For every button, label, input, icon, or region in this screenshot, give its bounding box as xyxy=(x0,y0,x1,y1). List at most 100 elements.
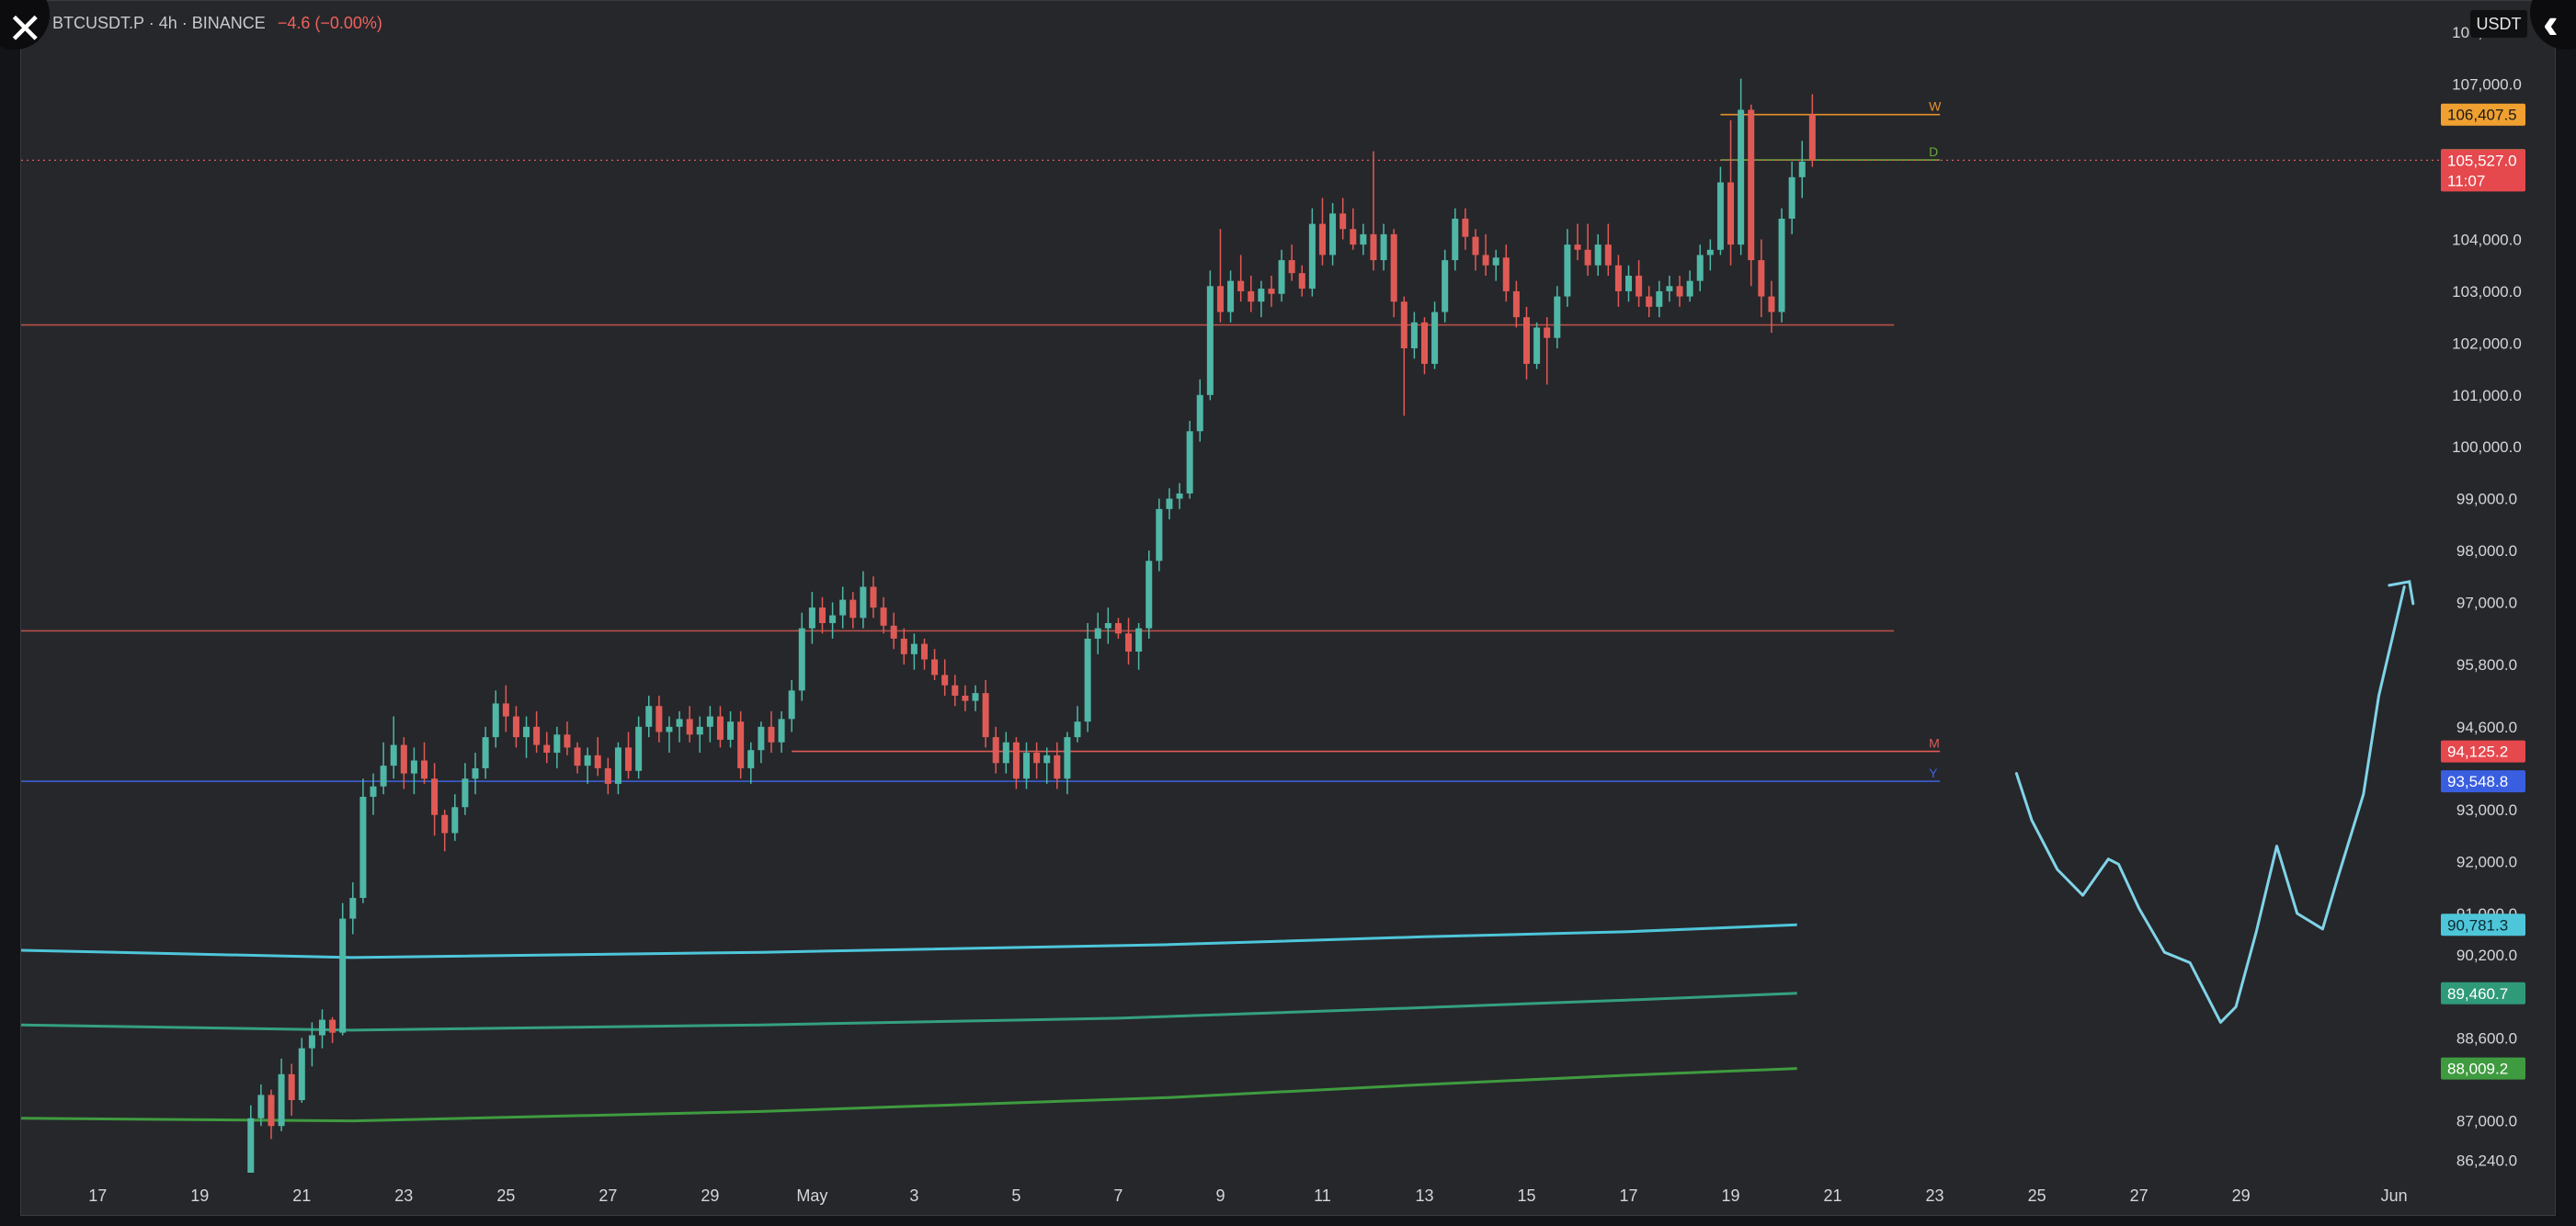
candle-body xyxy=(247,1118,255,1173)
x-axis-tick-label: 17 xyxy=(1620,1186,1638,1205)
y-axis-tick-label: 102,000.0 xyxy=(2452,335,2522,352)
x-axis-tick-label: 27 xyxy=(598,1186,617,1205)
candle-body xyxy=(1808,114,1816,161)
x-axis-tick-label: 17 xyxy=(88,1186,107,1205)
candle-body xyxy=(1706,249,1714,255)
x-axis-tick-label: Jun xyxy=(2381,1186,2408,1205)
candle-body xyxy=(533,726,541,745)
moving-average-line xyxy=(21,992,1797,1032)
candle-body xyxy=(1614,265,1622,291)
candle-body xyxy=(1104,622,1111,629)
price-badge xyxy=(2441,103,2525,126)
candle-body xyxy=(941,675,949,686)
candle-body xyxy=(1636,276,1643,297)
candle-body xyxy=(1512,290,1520,318)
candle-body xyxy=(502,703,509,717)
candle-body xyxy=(1054,755,1061,779)
candle-body xyxy=(1146,561,1153,629)
interval-label[interactable]: 4h xyxy=(158,14,177,32)
candle-body xyxy=(676,719,683,727)
candle-body xyxy=(727,721,735,740)
candle-body xyxy=(1339,213,1347,230)
candle-body xyxy=(1043,755,1051,764)
x-axis-tick-label: 19 xyxy=(1722,1186,1740,1205)
candle-body xyxy=(390,744,397,766)
candle-body xyxy=(1696,255,1704,281)
exchange-label: BINANCE xyxy=(191,14,266,32)
candle-body xyxy=(1798,161,1806,177)
price-badge-label: 94,125.2 xyxy=(2447,744,2508,761)
candle-body xyxy=(992,737,999,764)
candle-body xyxy=(1462,218,1469,237)
candle-body xyxy=(778,719,785,743)
candle-body xyxy=(1176,493,1183,499)
candle-body xyxy=(1370,233,1377,261)
candle-body xyxy=(298,1048,305,1101)
candle-body xyxy=(1012,742,1020,779)
candle-body xyxy=(1237,280,1245,291)
x-axis-tick-label: 3 xyxy=(909,1186,918,1205)
candle-body xyxy=(1268,289,1275,294)
y-axis-tick-label: 92,000.0 xyxy=(2456,854,2517,871)
candle-body xyxy=(1186,431,1193,494)
price-badge-label: 90,781.3 xyxy=(2447,916,2508,934)
price-badge-label: 106,407.5 xyxy=(2447,107,2517,124)
candle-body xyxy=(1329,213,1337,255)
candle-body xyxy=(400,744,407,774)
candle-body xyxy=(1318,223,1326,255)
candle-body xyxy=(880,607,887,626)
candle-body xyxy=(339,918,347,1033)
candle-body xyxy=(1248,290,1255,302)
candle-body xyxy=(737,721,745,768)
candle-body xyxy=(1452,218,1459,261)
x-axis-tick-label: 29 xyxy=(2232,1186,2251,1205)
price-chart[interactable]: MYWD86,240.087,000.088,600.090,200.091,0… xyxy=(21,1,2556,1216)
close-button[interactable]: ✕ xyxy=(0,0,50,50)
y-axis-tick-label: 101,000.0 xyxy=(2452,387,2522,404)
candle-body xyxy=(839,599,847,616)
candle-body xyxy=(1502,257,1510,291)
candle-body xyxy=(1523,317,1530,364)
candle-body xyxy=(768,726,775,743)
candle-body xyxy=(472,767,479,779)
currency-button[interactable]: USDT xyxy=(2470,10,2527,38)
candle-body xyxy=(1472,236,1479,255)
candle-body xyxy=(462,778,469,808)
candle-body xyxy=(1002,742,1009,764)
candle-body xyxy=(890,625,897,639)
candle-body xyxy=(952,685,959,696)
candle-body xyxy=(635,726,643,771)
candle-body xyxy=(604,767,611,784)
symbol-name[interactable]: BTCUSDT.P xyxy=(52,14,144,32)
candle-body xyxy=(1758,260,1765,297)
price-badge-countdown: 11:07 xyxy=(2447,172,2485,189)
candle-body xyxy=(1584,249,1591,266)
x-axis-tick-label: 13 xyxy=(1415,1186,1433,1205)
y-axis-tick-label: 103,000.0 xyxy=(2452,283,2522,301)
price-badge-label: 88,009.2 xyxy=(2447,1061,2508,1078)
candle-body xyxy=(1768,296,1775,312)
x-axis-tick-label: May xyxy=(796,1186,827,1205)
y-axis-tick-label: 88,600.0 xyxy=(2456,1029,2517,1047)
candle-body xyxy=(706,716,713,727)
level-tag: M xyxy=(1929,736,1940,751)
candle-body xyxy=(482,737,489,768)
y-axis-tick-label: 90,200.0 xyxy=(2456,947,2517,964)
candle-body xyxy=(1533,327,1541,364)
candle-body xyxy=(1778,218,1785,312)
candle-body xyxy=(1094,628,1101,639)
candle-body xyxy=(788,690,795,720)
projection-arrow-head xyxy=(2388,580,2415,606)
chart-background xyxy=(21,1,2555,1215)
x-axis-tick-label: 11 xyxy=(1314,1186,1331,1205)
price-badge-label: 105,527.0 xyxy=(2447,152,2517,169)
candle-body xyxy=(421,760,428,779)
candle-body xyxy=(962,695,969,701)
candle-body xyxy=(1646,296,1653,307)
projection-path xyxy=(2014,585,2406,1024)
candle-body xyxy=(1380,233,1387,261)
candle-body xyxy=(1420,322,1428,364)
candle-body xyxy=(1410,322,1418,348)
candle-body xyxy=(808,607,815,629)
x-axis-tick-label: 29 xyxy=(701,1186,719,1205)
